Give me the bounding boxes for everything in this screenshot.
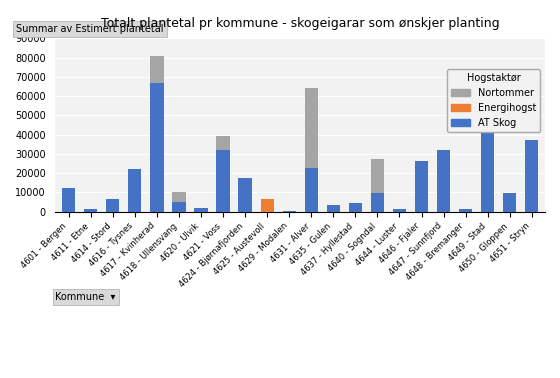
Bar	[84, 209, 97, 212]
Bar	[305, 168, 318, 212]
Bar	[194, 208, 208, 212]
Text: Kommune  ▾: Kommune ▾	[55, 292, 116, 302]
Bar	[459, 209, 472, 212]
Bar	[217, 136, 230, 212]
Bar	[415, 161, 428, 212]
Bar	[437, 150, 450, 212]
Bar	[525, 140, 538, 212]
Bar	[393, 209, 406, 212]
Bar	[481, 132, 494, 212]
Bar	[283, 211, 296, 212]
Bar	[150, 82, 164, 212]
Bar	[217, 150, 230, 212]
Bar	[349, 203, 362, 212]
Bar	[150, 56, 164, 212]
Bar	[260, 199, 274, 212]
Bar	[172, 192, 185, 212]
Bar	[305, 88, 318, 212]
Bar	[371, 194, 384, 212]
Bar	[503, 194, 516, 212]
Bar	[62, 187, 75, 212]
Bar	[128, 169, 142, 212]
Bar	[172, 202, 185, 212]
Legend: Nortommer, Energihogst, AT Skog: Nortommer, Energihogst, AT Skog	[447, 69, 540, 132]
Bar	[239, 178, 252, 212]
Bar	[326, 206, 340, 212]
Bar	[106, 199, 119, 212]
Title: Totalt plantetal pr kommune - skogeigarar som ønskjer planting: Totalt plantetal pr kommune - skogeigara…	[101, 17, 500, 30]
Bar	[371, 159, 384, 212]
Text: Summar av Estimert plantetal: Summar av Estimert plantetal	[16, 25, 164, 34]
